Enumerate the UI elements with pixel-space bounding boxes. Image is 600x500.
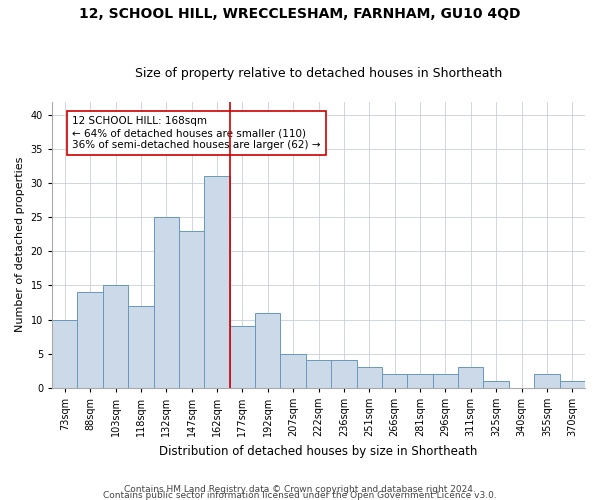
Bar (534, 374, 560, 388)
Bar (280, 354, 306, 388)
Text: 12 SCHOOL HILL: 168sqm
← 64% of detached houses are smaller (110)
36% of semi-de: 12 SCHOOL HILL: 168sqm ← 64% of detached… (73, 116, 321, 150)
Bar (382, 374, 407, 388)
Text: Contains HM Land Registry data © Crown copyright and database right 2024.: Contains HM Land Registry data © Crown c… (124, 484, 476, 494)
X-axis label: Distribution of detached houses by size in Shortheath: Distribution of detached houses by size … (160, 444, 478, 458)
Bar (205, 176, 230, 388)
Bar (52, 320, 77, 388)
Bar (356, 367, 382, 388)
Bar (128, 306, 154, 388)
Bar (433, 374, 458, 388)
Text: 12, SCHOOL HILL, WRECCLESHAM, FARNHAM, GU10 4QD: 12, SCHOOL HILL, WRECCLESHAM, FARNHAM, G… (79, 8, 521, 22)
Text: Contains public sector information licensed under the Open Government Licence v3: Contains public sector information licen… (103, 490, 497, 500)
Y-axis label: Number of detached properties: Number of detached properties (15, 157, 25, 332)
Bar (306, 360, 331, 388)
Bar (560, 381, 585, 388)
Title: Size of property relative to detached houses in Shortheath: Size of property relative to detached ho… (135, 66, 502, 80)
Bar (103, 286, 128, 388)
Bar (458, 367, 484, 388)
Bar (77, 292, 103, 388)
Bar (407, 374, 433, 388)
Bar (484, 381, 509, 388)
Bar (179, 231, 205, 388)
Bar (331, 360, 356, 388)
Bar (154, 218, 179, 388)
Bar (255, 312, 280, 388)
Bar (230, 326, 255, 388)
